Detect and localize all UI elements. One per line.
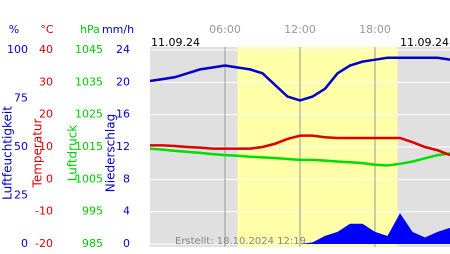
y-tick-label: 40 [39, 43, 53, 56]
y-tick-label: 50 [14, 140, 28, 153]
y-tick-label: 100 [7, 43, 28, 56]
y-tick-label: 10 [39, 140, 53, 153]
y-tick-label: 16 [116, 108, 130, 121]
axis-label: Luftfeuchtigkeit [1, 106, 15, 200]
y-tick-label: 985 [82, 237, 103, 250]
y-tick-label: -20 [35, 237, 53, 250]
y-tick-label: 1035 [75, 75, 103, 88]
y-tick-label: 25 [14, 189, 28, 202]
y-tick-label: 8 [123, 172, 130, 185]
footer: Erstellt: 18.10.2024 12:19 [175, 236, 306, 247]
axis-label: Niederschlag [104, 114, 118, 192]
precipitation-area [150, 213, 450, 244]
x-tick-label: 06:00 [209, 23, 241, 36]
y-tick-label: 0 [21, 237, 28, 250]
axis-label: Luftdruck [66, 125, 80, 182]
axis-unit: °C [40, 23, 54, 36]
series-line [150, 134, 450, 157]
y-tick-label: 1005 [75, 172, 103, 185]
y-tick-label: 995 [82, 205, 103, 218]
y-tick-label: 20 [116, 75, 130, 88]
y-tick-label: 30 [39, 75, 53, 88]
y-tick-label: 4 [123, 205, 130, 218]
x-tick-label: 18:00 [359, 23, 391, 36]
axis-label: Temperatur [31, 118, 45, 188]
axis-unit: % [9, 23, 19, 36]
y-tick-label: 12 [116, 140, 130, 153]
y-tick-label: 0 [46, 172, 53, 185]
y-tick-label: 24 [116, 43, 130, 56]
y-tick-label: 1045 [75, 43, 103, 56]
y-tick-label: 75 [14, 92, 28, 105]
date-right: 11.09.24 [400, 36, 449, 49]
y-tick-label: 20 [39, 108, 53, 121]
y-tick-label: -10 [35, 205, 53, 218]
date-left: 11.09.24 [151, 36, 200, 49]
x-tick-label: 12:00 [284, 23, 316, 36]
y-tick-label: 1015 [75, 140, 103, 153]
y-tick-label: 1025 [75, 108, 103, 121]
y-tick-label: 0 [123, 237, 130, 250]
series-line [149, 56, 450, 102]
axis-unit: hPa [80, 23, 100, 36]
series-line [149, 147, 450, 167]
axis-unit: mm/h [102, 23, 134, 36]
